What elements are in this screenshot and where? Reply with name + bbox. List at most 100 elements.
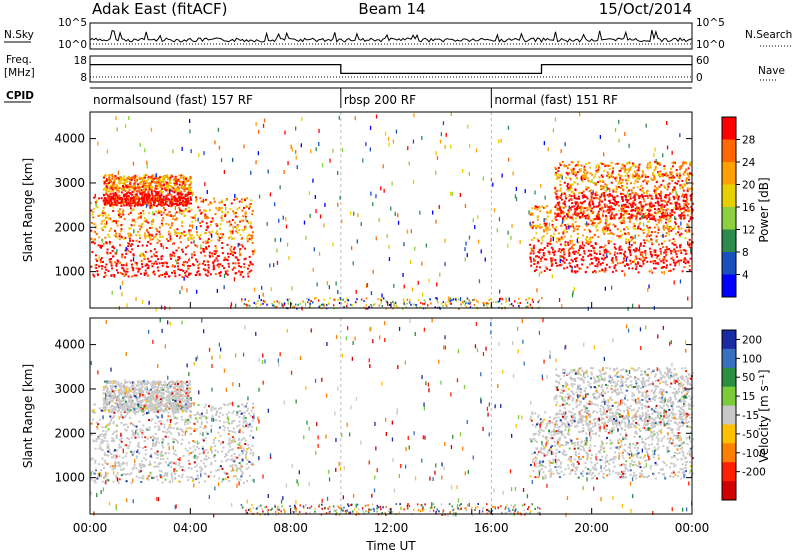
backscatter-point — [648, 210, 650, 212]
backscatter-point — [650, 178, 652, 180]
backscatter-point — [589, 201, 591, 203]
backscatter-point — [205, 455, 207, 457]
backscatter-point — [623, 206, 625, 208]
backscatter-point — [539, 207, 541, 209]
backscatter-point — [128, 177, 130, 179]
backscatter-point — [352, 304, 354, 306]
backscatter-point — [140, 428, 142, 430]
backscatter-point — [356, 290, 357, 294]
backscatter-point — [254, 249, 255, 253]
backscatter-point — [291, 286, 292, 290]
backscatter-point — [605, 186, 607, 188]
cpid-segment-label: normal (fast) 151 RF — [494, 93, 618, 107]
backscatter-point — [333, 304, 335, 306]
backscatter-point — [176, 182, 178, 184]
backscatter-point — [465, 301, 467, 303]
backscatter-point — [165, 197, 167, 199]
backscatter-point — [318, 300, 320, 302]
backscatter-point — [444, 262, 445, 266]
backscatter-point — [665, 249, 667, 251]
backscatter-point — [623, 228, 625, 230]
backscatter-point — [657, 197, 659, 199]
backscatter-point — [600, 185, 602, 187]
backscatter-point — [666, 202, 668, 204]
backscatter-point — [621, 181, 623, 183]
backscatter-point — [651, 231, 653, 233]
backscatter-point — [687, 297, 688, 301]
backscatter-point — [220, 435, 222, 437]
backscatter-point — [564, 215, 566, 217]
beam-title: Beam 14 — [358, 0, 425, 18]
backscatter-point — [598, 167, 600, 169]
backscatter-point — [614, 243, 616, 245]
backscatter-point — [363, 300, 365, 302]
backscatter-point — [413, 140, 414, 144]
backscatter-point — [665, 235, 667, 237]
noise-sky-trace — [90, 30, 692, 42]
backscatter-point — [590, 181, 592, 183]
backscatter-point — [232, 254, 234, 256]
backscatter-point — [595, 271, 597, 273]
backscatter-point — [234, 226, 236, 228]
backscatter-point — [227, 244, 229, 246]
backscatter-point — [585, 217, 587, 219]
backscatter-point — [159, 262, 161, 264]
backscatter-point — [150, 201, 152, 203]
backscatter-point — [156, 182, 158, 184]
backscatter-point — [144, 274, 146, 276]
backscatter-point — [242, 210, 244, 212]
backscatter-point — [154, 461, 156, 463]
backscatter-point — [344, 301, 346, 303]
backscatter-point — [587, 177, 589, 179]
backscatter-point — [287, 243, 288, 247]
backscatter-point — [583, 245, 585, 247]
backscatter-point — [446, 133, 447, 137]
backscatter-point — [618, 183, 620, 185]
backscatter-point — [588, 216, 590, 218]
backscatter-point — [222, 252, 224, 254]
backscatter-point — [589, 190, 591, 192]
backscatter-point — [241, 413, 243, 415]
backscatter-point — [216, 208, 218, 210]
backscatter-point — [246, 410, 248, 412]
backscatter-point — [673, 186, 675, 188]
backscatter-point — [627, 175, 629, 177]
backscatter-point — [112, 291, 113, 295]
backscatter-point — [498, 301, 500, 303]
backscatter-point — [609, 229, 611, 231]
backscatter-point — [690, 216, 692, 218]
backscatter-point — [195, 220, 197, 222]
backscatter-point — [141, 204, 143, 206]
backscatter-point — [124, 462, 126, 464]
backscatter-point — [187, 479, 189, 481]
backscatter-point — [337, 290, 338, 294]
backscatter-point — [95, 264, 96, 268]
backscatter-point — [585, 175, 587, 177]
backscatter-point — [531, 239, 533, 241]
backscatter-point — [218, 416, 220, 418]
backscatter-point — [614, 254, 616, 256]
backscatter-point — [533, 237, 535, 239]
backscatter-point — [615, 270, 617, 272]
backscatter-point — [687, 214, 689, 216]
backscatter-point — [611, 195, 613, 197]
backscatter-point — [103, 467, 105, 469]
backscatter-point — [169, 481, 171, 483]
backscatter-point — [127, 245, 129, 247]
backscatter-point — [690, 258, 692, 260]
backscatter-point — [169, 255, 171, 257]
backscatter-point — [668, 248, 670, 250]
backscatter-point — [490, 298, 492, 300]
backscatter-point — [156, 251, 158, 253]
backscatter-point — [494, 208, 495, 212]
backscatter-point — [657, 211, 659, 213]
backscatter-point — [142, 210, 144, 212]
backscatter-point — [539, 224, 541, 226]
backscatter-point — [577, 161, 579, 163]
backscatter-point — [592, 203, 594, 205]
backscatter-point — [131, 264, 133, 266]
backscatter-point — [115, 457, 117, 459]
backscatter-point — [110, 453, 112, 455]
backscatter-point — [205, 229, 207, 231]
backscatter-point — [128, 243, 130, 245]
